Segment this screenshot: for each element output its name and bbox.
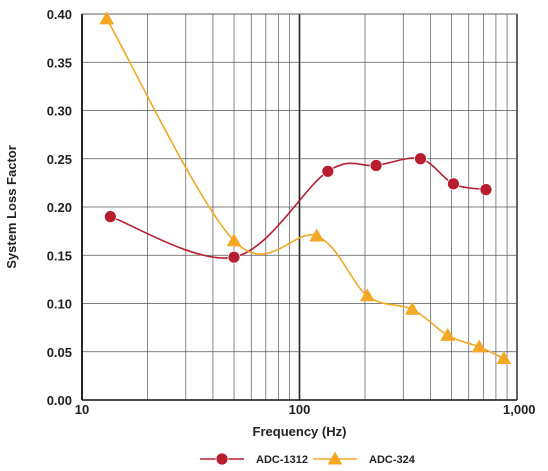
axes	[81, 13, 518, 401]
x-tick-label: 10	[75, 402, 89, 417]
series	[99, 11, 512, 365]
series-line	[106, 18, 505, 360]
data-point	[321, 164, 335, 178]
legend-marker	[327, 451, 343, 465]
y-tick-label: 0.30	[47, 104, 72, 119]
x-tick-label: 1,000	[503, 402, 536, 417]
data-point	[99, 11, 115, 25]
data-point	[359, 288, 375, 302]
data-point	[404, 301, 420, 315]
legend-item: ADC-324	[313, 451, 416, 466]
legend-item: ADC-1312	[200, 452, 308, 466]
legend-marker	[215, 452, 229, 466]
tick-labels: 0.00 0.05 0.10 0.15 0.20 0.25 0.30 0.35 0.40 10 10…	[47, 7, 536, 417]
y-tick-label: 0.00	[47, 393, 72, 408]
x-axis-title: Frequency (Hz)	[253, 424, 347, 439]
series-adc-324	[99, 11, 512, 365]
y-axis-title: System Loss Factor	[4, 145, 19, 269]
x-tick-label: 100	[289, 402, 311, 417]
y-tick-label: 0.15	[47, 248, 72, 263]
y-tick-label: 0.40	[47, 7, 72, 22]
data-point	[227, 250, 241, 264]
data-point	[103, 210, 117, 224]
data-point	[496, 351, 512, 365]
grid	[81, 13, 518, 401]
data-point	[226, 233, 242, 247]
data-point	[479, 183, 493, 197]
data-point	[414, 152, 427, 166]
y-tick-label: 0.10	[47, 297, 72, 312]
y-tick-label: 0.20	[47, 200, 72, 215]
data-point	[440, 327, 456, 341]
series-adc-1312	[103, 152, 493, 264]
series-line	[110, 157, 487, 259]
legend-label: ADC-1312	[256, 454, 308, 466]
legend: ADC-1312 ADC-324	[200, 451, 416, 466]
y-tick-label: 0.35	[47, 55, 72, 70]
y-tick-label: 0.05	[47, 345, 72, 360]
y-tick-label: 0.25	[47, 152, 72, 167]
legend-label: ADC-324	[369, 454, 416, 466]
data-point	[369, 159, 383, 172]
data-point	[446, 177, 460, 191]
data-point	[309, 228, 325, 242]
data-point	[471, 339, 487, 353]
